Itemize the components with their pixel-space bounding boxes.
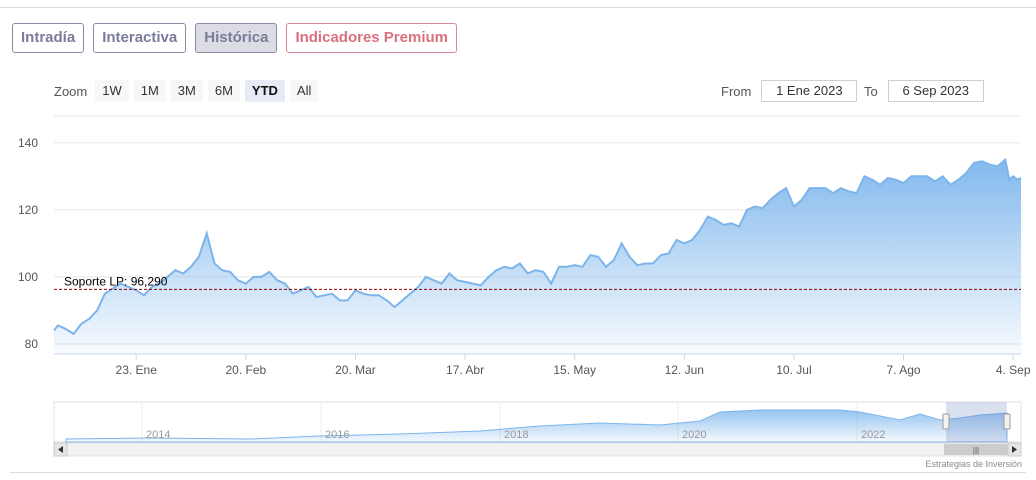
tab-indicadores-premium[interactable]: Indicadores Premium	[286, 23, 457, 53]
navigator-label: 2022	[861, 429, 885, 441]
x-tick-label: 17. Abr	[446, 363, 484, 377]
tab-interactiva[interactable]: Interactiva	[93, 23, 187, 53]
scrollbar-grip-icon: |||	[973, 446, 979, 455]
to-date-input[interactable]: 6 Sep 2023	[887, 80, 984, 102]
support-label: Soporte LP: 96,290	[64, 274, 168, 288]
y-tick-label: 120	[18, 203, 38, 217]
credit-text: Estrategias de Inversión	[925, 459, 1022, 469]
zoom-label: Zoom	[54, 83, 88, 99]
navigator-selection[interactable]	[946, 402, 1007, 442]
range-to: To 6 Sep 2023	[864, 80, 984, 102]
tab-historica[interactable]: Histórica	[195, 23, 278, 53]
y-tick-label: 80	[25, 337, 39, 351]
tab-intradia[interactable]: Intradía	[12, 23, 85, 53]
series-area	[54, 159, 1021, 354]
navigator-label: 2020	[682, 429, 706, 441]
navigator-label: 2018	[504, 429, 528, 441]
navigator-area	[65, 409, 1008, 443]
zoom-button-all[interactable]: All	[289, 80, 319, 102]
y-tick-label: 140	[18, 136, 38, 150]
x-tick-label: 4. Sep	[996, 363, 1031, 377]
x-tick-label: 20. Mar	[335, 363, 376, 377]
y-tick-label: 100	[18, 270, 38, 284]
navigator-label: 2016	[325, 429, 349, 441]
zoom-button-1w[interactable]: 1W	[95, 80, 129, 102]
bottom-divider	[10, 472, 1026, 473]
price-chart: 80 100 120 140 Soporte LP: 96,290 23. Ene 20…	[18, 115, 1031, 457]
navigator-handle-left[interactable]	[942, 413, 950, 430]
x-tick-label: 15. May	[553, 363, 596, 377]
navigator-handle-right[interactable]	[1003, 413, 1011, 430]
x-axis: 23. Ene 20. Feb 20. Mar 17. Abr 15. May 12. J…	[116, 354, 1031, 377]
range-from: From 1 Ene 2023	[721, 80, 858, 102]
zoom-button-ytd[interactable]: YTD	[244, 80, 285, 102]
x-tick-label: 10. Jul	[776, 363, 811, 377]
x-tick-label: 12. Jun	[665, 363, 704, 377]
scrollbar-thumb[interactable]	[944, 444, 1008, 455]
x-tick-label: 7. Ago	[887, 363, 921, 377]
navigator-labels: 2014 2016 2018 2020 2022	[146, 429, 885, 441]
arrow-right-icon	[1012, 446, 1017, 453]
navigator: 2014 2016 2018 2020 2022 |||	[53, 401, 1022, 457]
top-divider	[0, 7, 1036, 8]
from-label: From	[721, 83, 752, 99]
zoom-button-3m[interactable]: 3M	[170, 80, 203, 102]
zoom-button-1m[interactable]: 1M	[133, 80, 166, 102]
to-label: To	[864, 83, 878, 99]
arrow-left-icon	[58, 446, 63, 453]
y-axis: 80 100 120 140	[18, 136, 38, 351]
zoom-selector: Zoom 1W 1M 3M 6M YTD All	[54, 80, 323, 102]
scrollbar-track[interactable]	[53, 442, 1022, 457]
series-line	[53, 157, 1022, 336]
x-tick-label: 23. Ene	[116, 363, 158, 377]
zoom-button-6m[interactable]: 6M	[207, 80, 240, 102]
chart-tabs: Intradía Interactiva Histórica Indicador…	[12, 23, 457, 53]
navigator-label: 2014	[146, 429, 170, 441]
from-date-input[interactable]: 1 Ene 2023	[761, 80, 858, 102]
x-tick-label: 20. Feb	[225, 363, 266, 377]
